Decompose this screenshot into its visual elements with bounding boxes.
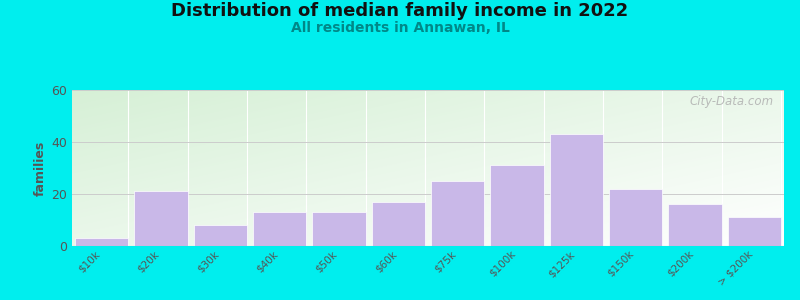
Bar [490, 165, 544, 246]
Text: Distribution of median family income in 2022: Distribution of median family income in … [171, 2, 629, 20]
Text: All residents in Annawan, IL: All residents in Annawan, IL [290, 21, 510, 35]
Bar [550, 134, 603, 246]
Bar [609, 189, 662, 246]
Bar [728, 218, 781, 246]
Bar [194, 225, 247, 246]
Bar [312, 212, 366, 246]
Bar [253, 212, 306, 246]
Bar [668, 204, 722, 246]
Bar [372, 202, 425, 246]
Y-axis label: families: families [34, 140, 47, 196]
Text: City-Data.com: City-Data.com [689, 95, 774, 108]
Bar [431, 181, 484, 246]
Bar [75, 238, 128, 246]
Bar [134, 191, 188, 246]
